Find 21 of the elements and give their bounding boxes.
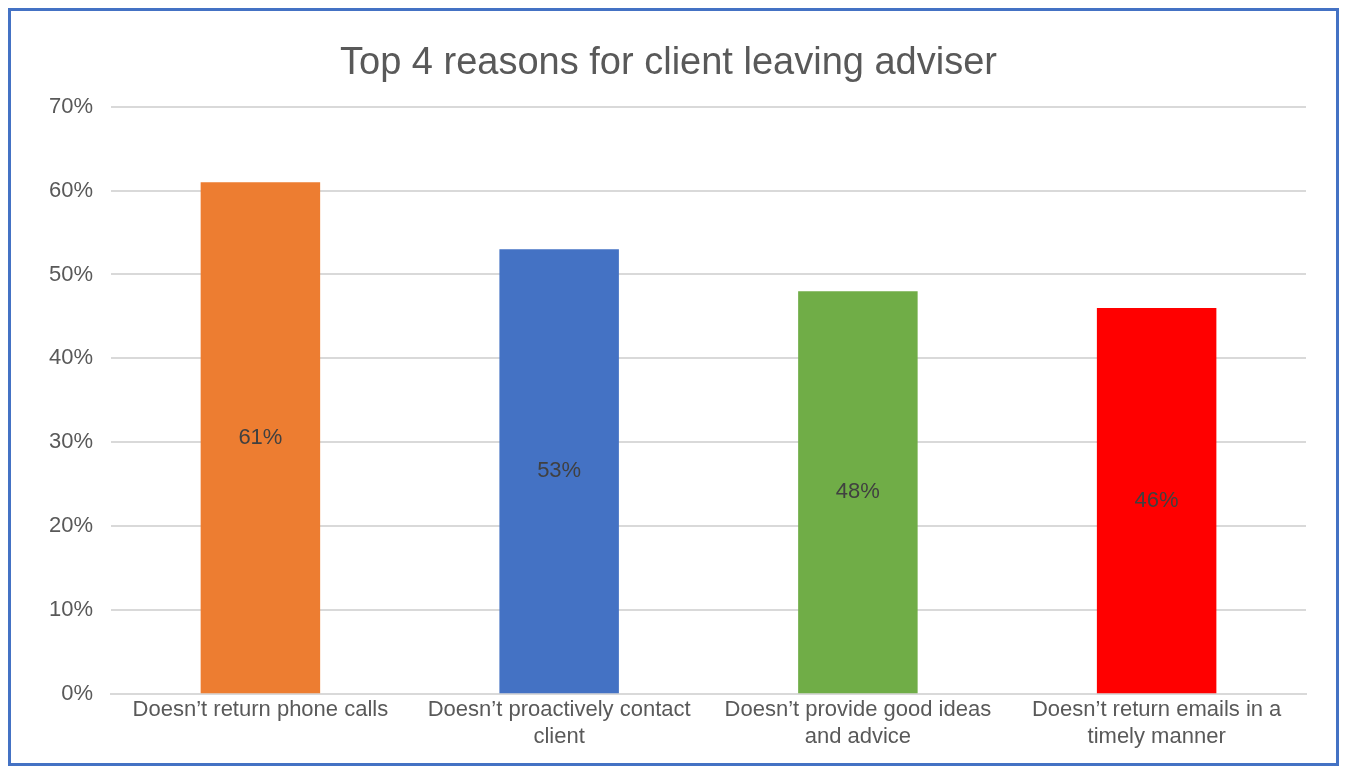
x-tick-label: Doesn’t provide good ideas and advice bbox=[724, 696, 992, 748]
bar bbox=[200, 182, 321, 694]
y-tick-label: 70% bbox=[48, 92, 94, 118]
x-tick-label: Doesn’t return phone calls bbox=[132, 696, 389, 722]
y-tick-label: 40% bbox=[48, 344, 94, 370]
data-label: 61% bbox=[238, 423, 283, 449]
y-tick-label: 60% bbox=[48, 176, 94, 202]
data-label: 48% bbox=[835, 478, 880, 504]
y-tick-label: 30% bbox=[48, 428, 94, 454]
data-label: 53% bbox=[537, 457, 582, 483]
x-tick-label: Doesn’t proactively contact client bbox=[427, 696, 691, 748]
y-tick-label: 50% bbox=[48, 260, 94, 286]
chart-title: Top 4 reasons for client leaving adviser bbox=[340, 40, 998, 83]
y-tick-label: 0% bbox=[61, 680, 94, 706]
y-tick-label: 20% bbox=[48, 512, 94, 538]
data-label: 46% bbox=[1134, 486, 1179, 512]
x-tick-label: Doesn’t return emails in a timely manner bbox=[1031, 696, 1283, 748]
y-tick-label: 10% bbox=[48, 596, 94, 622]
bar bbox=[798, 291, 918, 694]
bar bbox=[499, 249, 619, 694]
bar bbox=[1096, 308, 1217, 694]
